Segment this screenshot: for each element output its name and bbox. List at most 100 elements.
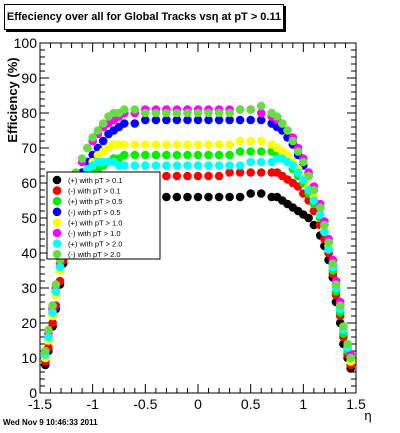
data-point [162, 115, 171, 125]
data-point [324, 238, 333, 247]
data-point [193, 192, 203, 202]
data-point [98, 119, 108, 128]
legend-box [46, 171, 161, 260]
x-tick-label: 0 [194, 396, 202, 412]
data-point [324, 245, 333, 254]
data-point [183, 192, 192, 202]
data-point [214, 108, 224, 118]
data-point [162, 171, 171, 181]
data-point [193, 115, 203, 125]
data-point [278, 119, 287, 128]
data-point [183, 140, 192, 149]
y-tick-label: 10 [21, 350, 37, 366]
data-point [320, 220, 329, 230]
data-point [83, 143, 92, 153]
data-point [172, 115, 182, 125]
data-point [120, 150, 129, 160]
y-tick-label: 30 [21, 280, 37, 296]
legend-marker [52, 239, 62, 248]
x-tick-label: -0.5 [133, 396, 157, 412]
data-point [246, 189, 255, 198]
data-point [315, 210, 325, 219]
data-point [214, 115, 224, 125]
x-tick-label: 1 [299, 396, 307, 412]
data-point [44, 325, 53, 335]
data-point [204, 171, 213, 181]
data-point [256, 101, 266, 111]
data-point [346, 353, 356, 363]
axis-ticks: 0 10 20 30 40 50 60 70 80 90 100 -1.5 -1 -0.5 0 0.5 1 1.5 [14, 35, 366, 412]
data-point [162, 161, 171, 170]
data-point [256, 157, 266, 167]
data-point [48, 301, 57, 310]
y-tick-label: 50 [21, 210, 37, 226]
data-point [299, 157, 308, 167]
data-point [151, 108, 161, 118]
data-point [162, 108, 171, 118]
data-point [183, 161, 192, 170]
data-point [293, 168, 303, 177]
data-point [309, 196, 319, 205]
data-point [304, 213, 313, 223]
legend-marker [52, 218, 62, 227]
data-point [309, 206, 319, 216]
data-point [214, 150, 224, 160]
data-point [151, 161, 161, 170]
data-point [256, 168, 266, 177]
data-point [48, 318, 57, 328]
legend-entry: (-) with pT > 0.1 [68, 187, 121, 196]
data-point [141, 115, 150, 125]
data-point [246, 115, 255, 125]
data-point [120, 140, 129, 149]
y-tick-label: 100 [14, 35, 38, 51]
y-tick-label: 40 [21, 245, 37, 261]
data-point [235, 147, 245, 156]
data-point [331, 280, 341, 289]
data-point [246, 136, 255, 146]
data-point [151, 115, 161, 125]
data-point [183, 108, 192, 118]
legend-marker [52, 196, 62, 206]
data-point [44, 332, 53, 342]
legend-marker [52, 186, 62, 195]
data-point [204, 108, 213, 118]
data-point [51, 280, 61, 289]
legend-entry: (-) with pT > 1.0 [68, 229, 121, 238]
data-point [98, 136, 108, 146]
data-point [193, 108, 203, 118]
data-point [141, 150, 150, 160]
data-point [225, 150, 234, 160]
data-point [141, 161, 150, 170]
y-axis-label: Efficiency (%) [5, 57, 20, 142]
data-point [183, 171, 192, 181]
legend-entry: (-) with pT > 0.5 [68, 208, 121, 217]
x-tick-label: 1.5 [346, 396, 366, 412]
data-point [204, 115, 213, 125]
data-point [93, 126, 103, 135]
data-point [120, 161, 129, 170]
data-point [225, 115, 234, 125]
data-point [225, 168, 234, 177]
data-point [130, 150, 140, 160]
data-point [256, 115, 266, 125]
chart-title: Effeciency over all for Global Tracks vs… [4, 4, 284, 30]
legend-entry: (+) with pT > 1.0 [68, 218, 122, 227]
data-point [214, 140, 224, 149]
data-point [225, 161, 234, 170]
legend-marker [52, 249, 62, 259]
data-point [162, 140, 171, 149]
data-point [214, 161, 224, 170]
data-point [256, 189, 266, 198]
data-point [256, 136, 266, 146]
data-point [151, 140, 161, 149]
data-point [151, 150, 161, 160]
y-tick-label: 80 [21, 105, 37, 121]
y-tick-label: 70 [21, 140, 37, 156]
data-point [172, 150, 182, 160]
legend-entry: (+) with pT > 2.0 [68, 240, 122, 249]
data-point [246, 147, 255, 156]
data-point [288, 161, 298, 170]
data-point [172, 161, 182, 170]
data-point [183, 150, 192, 160]
